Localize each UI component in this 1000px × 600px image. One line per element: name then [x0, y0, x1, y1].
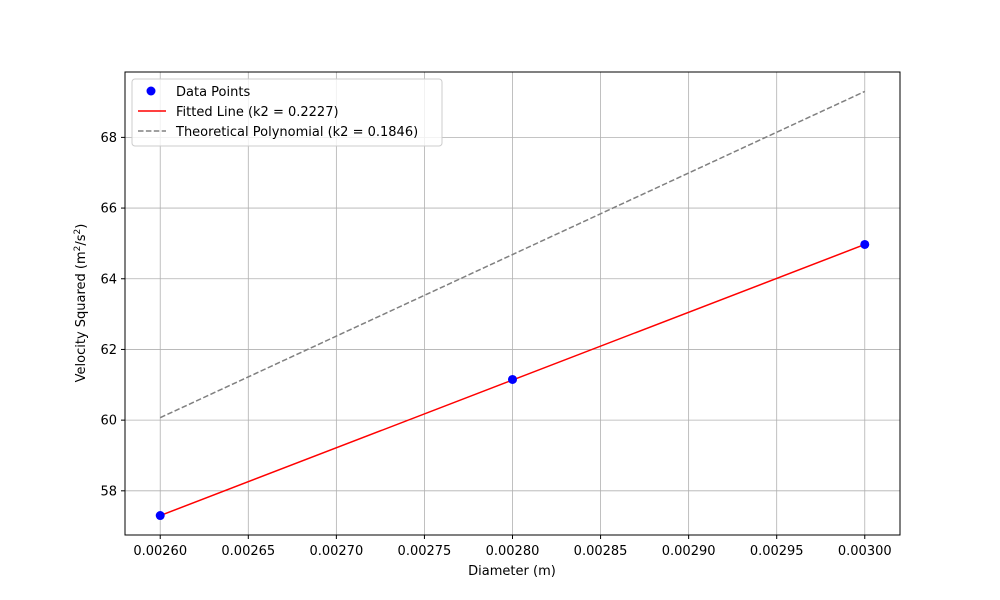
data-point — [508, 374, 517, 384]
legend: Data Points Fitted Line (k2 = 0.2227) Th… — [131, 78, 443, 147]
y-tick-label: 66 — [100, 202, 117, 217]
x-tick-label: 0.00275 — [398, 544, 452, 559]
x-tick-label: 0.00285 — [574, 544, 628, 559]
y-axis-label-middle: /s — [74, 234, 89, 245]
legend-label-data-points: Data Points — [176, 85, 250, 100]
theoretical-polynomial-line — [159, 90, 866, 419]
x-tick-label: 0.00260 — [133, 544, 187, 559]
x-axis-ticks: 0.00260 0.00265 0.00270 0.00275 0.00280 0.002… — [133, 535, 892, 559]
plot-series — [155, 90, 870, 521]
x-tick-label: 0.00290 — [662, 544, 716, 559]
x-tick-label: 0.00295 — [750, 544, 804, 559]
legend-label-theoretical: Theoretical Polynomial (k2 = 0.1846) — [175, 125, 418, 140]
y-axis-ticks: 58 60 62 64 66 68 — [100, 131, 125, 499]
y-axis-label-superscript-2: 2 — [73, 229, 83, 235]
grid — [125, 72, 900, 535]
y-axis-label-suffix: ) — [74, 224, 89, 229]
x-tick-label: 0.00300 — [838, 544, 892, 559]
data-point — [860, 239, 870, 249]
data-point — [155, 511, 165, 521]
y-tick-label: 58 — [100, 484, 117, 499]
legend-label-fitted-line: Fitted Line (k2 = 0.2227) — [176, 105, 339, 120]
x-tick-label: 0.00270 — [309, 544, 363, 559]
legend-box — [131, 78, 443, 147]
y-tick-label: 68 — [100, 131, 117, 146]
y-axis-label-superscript-1: 2 — [73, 246, 83, 252]
y-tick-label: 64 — [100, 272, 117, 287]
x-tick-label: 0.00265 — [221, 544, 275, 559]
y-tick-label: 62 — [100, 343, 117, 358]
x-tick-label: 0.00280 — [486, 544, 540, 559]
y-axis-label: Velocity Squared (m2/s2) — [73, 224, 89, 383]
legend-marker-data-points — [146, 86, 156, 96]
y-axis-label-prefix: Velocity Squared (m — [74, 251, 89, 382]
x-axis-label: Diameter (m) — [468, 564, 556, 579]
y-tick-label: 60 — [100, 414, 117, 429]
